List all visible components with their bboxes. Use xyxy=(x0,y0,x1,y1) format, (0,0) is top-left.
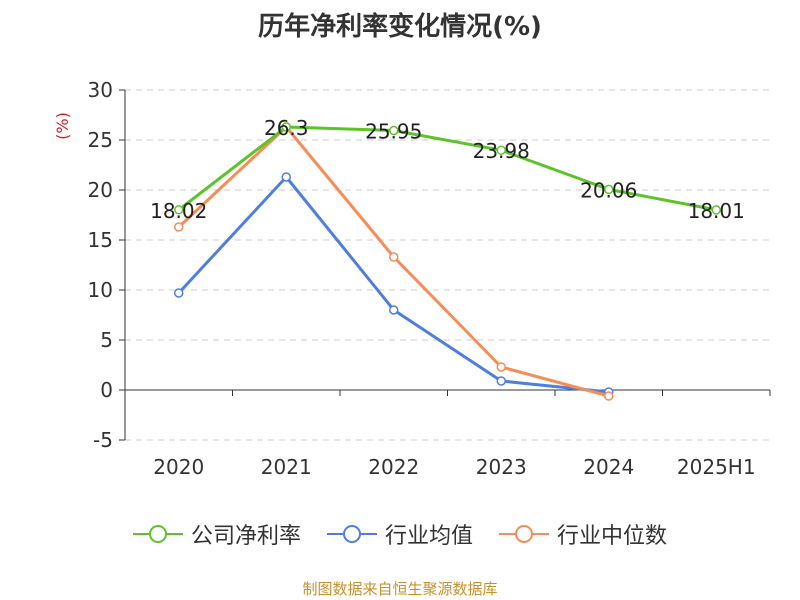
y-tick-label: 15 xyxy=(88,228,113,252)
data-label: 26.3 xyxy=(264,116,309,140)
legend-item-industry-median[interactable]: 行业中位数 xyxy=(499,518,667,550)
data-point xyxy=(496,145,506,155)
grid-lines xyxy=(125,89,770,441)
data-point xyxy=(604,184,614,195)
source-note: 制图数据来自恒生聚源数据库 xyxy=(302,580,498,598)
data-point xyxy=(389,125,399,136)
x-tick-label: 2020 xyxy=(153,455,204,479)
legend-marker-icon xyxy=(499,525,549,543)
legend-label: 公司净利率 xyxy=(190,524,301,549)
data-point xyxy=(174,222,184,232)
y-tick-label: 5 xyxy=(100,328,113,352)
legend-label: 行业中位数 xyxy=(557,524,668,549)
x-tick-label: 2022 xyxy=(368,455,419,479)
data-point xyxy=(389,252,399,262)
data-label: 23.98 xyxy=(473,139,530,163)
data-point xyxy=(496,362,506,372)
y-tick-label: 20 xyxy=(88,178,113,202)
data-point xyxy=(711,205,721,215)
data-label: 18.02 xyxy=(150,199,207,223)
series-lines xyxy=(174,122,721,401)
legend-item-company[interactable]: 公司净利率 xyxy=(132,518,301,550)
data-labels: 18.02 26.3 25.95 23.98 20.06 18.01 xyxy=(150,116,745,223)
y-tick-label: 10 xyxy=(88,278,113,302)
data-point xyxy=(281,172,291,182)
x-tick-label: 2025H1 xyxy=(677,455,756,479)
y-tick-label: 25 xyxy=(88,128,113,152)
y-tick-label: 30 xyxy=(88,78,113,102)
legend: 公司净利率 行业均值 行业中位数 xyxy=(0,518,800,550)
legend-circle xyxy=(515,525,533,543)
x-tick-label: 2023 xyxy=(476,455,527,479)
legend-label: 行业均值 xyxy=(384,524,473,549)
data-point xyxy=(389,305,399,315)
legend-marker-icon xyxy=(326,525,377,543)
y-tick-label: 0 xyxy=(100,378,113,402)
data-point xyxy=(604,391,614,401)
legend-circle xyxy=(342,525,361,543)
data-point xyxy=(281,122,291,132)
data-point xyxy=(496,376,506,386)
data-point xyxy=(174,288,184,298)
y-axis-unit-label: (%) xyxy=(53,112,72,140)
legend-item-industry-avg[interactable]: 行业均值 xyxy=(326,518,473,550)
x-tick-label: 2024 xyxy=(583,455,634,479)
series-line xyxy=(177,175,609,394)
legend-circle xyxy=(148,525,167,543)
series-line xyxy=(177,125,717,212)
data-label: 20.06 xyxy=(580,178,637,202)
chart-title: 历年净利率变化情况(%) xyxy=(258,12,542,42)
data-label: 25.95 xyxy=(365,120,422,144)
x-tick-label: 2021 xyxy=(261,455,312,479)
data-label: 18.01 xyxy=(688,199,745,223)
legend-marker-icon xyxy=(132,525,183,543)
data-point xyxy=(174,205,184,215)
y-tick-label: -5 xyxy=(93,428,113,452)
axes: -5 0 5 10 15 20 25 30 2020 2021 2022 2023 2024 2025H1… xyxy=(53,78,771,479)
